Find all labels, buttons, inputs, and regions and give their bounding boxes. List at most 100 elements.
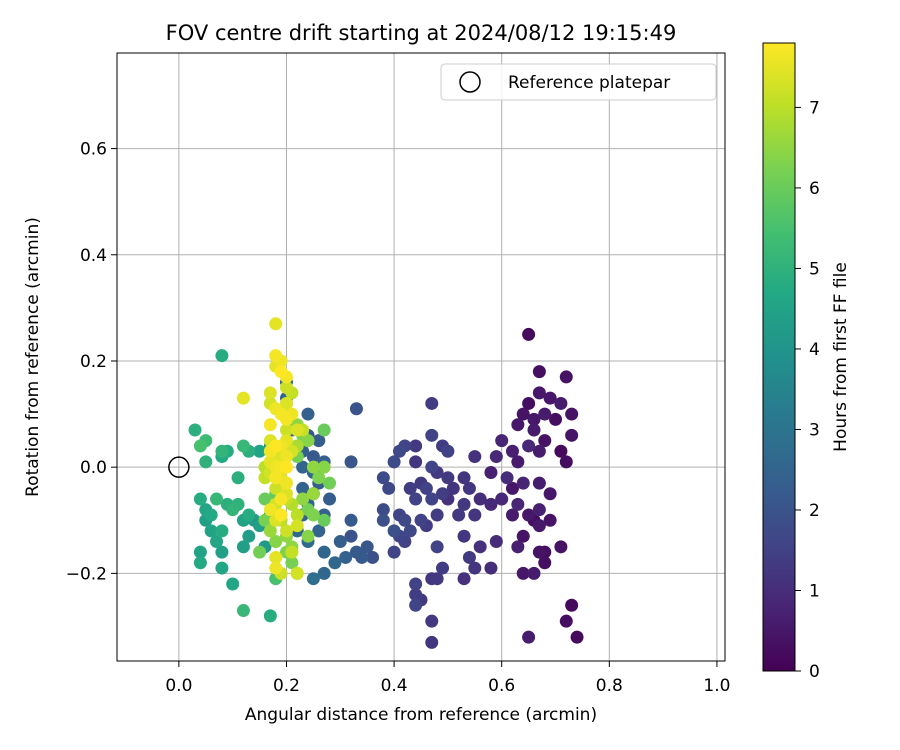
data-point [522, 630, 536, 644]
data-point [306, 572, 320, 586]
data-point [425, 614, 439, 628]
data-point [505, 481, 519, 495]
data-point [290, 508, 304, 522]
data-point [333, 535, 347, 549]
data-point [376, 513, 390, 527]
data-point [188, 423, 202, 437]
data-point [543, 513, 557, 527]
data-point [306, 450, 320, 464]
data-point [253, 545, 267, 559]
data-point [242, 508, 256, 522]
data-point [290, 423, 304, 437]
data-point [473, 540, 487, 554]
colorbar-tick-label: 0 [809, 662, 820, 682]
data-point [269, 535, 283, 549]
data-point [430, 540, 444, 554]
chart-title: FOV centre drift starting at 2024/08/12 … [166, 21, 677, 45]
data-point [231, 471, 245, 485]
data-point [301, 434, 315, 448]
y-tick-label: 0.2 [80, 352, 107, 372]
data-point [312, 434, 326, 448]
data-point [317, 566, 331, 580]
data-point [532, 365, 546, 379]
data-point [193, 545, 207, 559]
data-point [543, 487, 557, 501]
data-point [425, 635, 439, 649]
colorbar-tick-label: 2 [809, 501, 820, 521]
data-point [215, 545, 229, 559]
data-point [516, 476, 530, 490]
data-point [258, 513, 272, 527]
data-point [344, 455, 358, 469]
data-point [425, 428, 439, 442]
y-axis-ticks: −0.2 0.0 0.2 0.4 0.6 [66, 140, 117, 584]
colorbar [762, 42, 796, 672]
data-point [253, 444, 267, 458]
data-point [559, 614, 573, 628]
x-tick-label: 1.0 [703, 676, 730, 696]
data-point [279, 381, 293, 395]
data-point [263, 418, 277, 432]
data-point [468, 561, 482, 575]
data-point [306, 460, 320, 474]
data-point [376, 503, 390, 517]
data-point [274, 508, 288, 522]
data-point [279, 476, 293, 490]
data-point [565, 407, 579, 421]
data-point [522, 439, 536, 453]
data-point [387, 455, 401, 469]
data-point [279, 423, 293, 437]
data-point [522, 508, 536, 522]
data-point [236, 391, 250, 405]
data-point [193, 439, 207, 453]
data-point [532, 476, 546, 490]
data-point [312, 471, 326, 485]
data-point [473, 492, 487, 506]
colorbar-label: Hours from first FF file [831, 262, 851, 452]
data-point [242, 529, 256, 543]
data-point [323, 476, 337, 490]
data-point [409, 588, 423, 602]
data-point [392, 444, 406, 458]
legend-entry: Reference platepar [508, 73, 670, 93]
data-point [344, 529, 358, 543]
data-point [522, 327, 536, 341]
data-point [527, 423, 541, 437]
data-point [516, 566, 530, 580]
grid [117, 53, 725, 661]
data-point [532, 503, 546, 517]
data-points [188, 317, 584, 649]
data-point [409, 455, 423, 469]
data-point [403, 481, 417, 495]
data-point [484, 561, 498, 575]
data-point [403, 524, 417, 538]
y-tick-label: 0.4 [80, 246, 107, 266]
data-point [344, 513, 358, 527]
data-point [398, 513, 412, 527]
data-point [462, 550, 476, 564]
data-point [279, 460, 293, 474]
data-point [419, 481, 433, 495]
y-tick-label: 0.0 [80, 458, 107, 478]
data-point [505, 508, 519, 522]
data-point [296, 492, 310, 506]
data-point [199, 455, 213, 469]
data-point [366, 550, 380, 564]
data-point [457, 529, 471, 543]
legend-marker [459, 71, 481, 93]
data-point [500, 471, 514, 485]
data-point [269, 349, 283, 363]
data-point [204, 508, 218, 522]
data-point [301, 407, 315, 421]
data-point [457, 497, 471, 511]
data-point [425, 492, 439, 506]
data-point [468, 508, 482, 522]
data-point [414, 513, 428, 527]
data-point [215, 444, 229, 458]
data-point [236, 604, 250, 618]
data-point [495, 434, 509, 448]
x-axis-label: Angular distance from reference (arcmin) [245, 705, 597, 725]
x-tick-label: 0.8 [596, 676, 623, 696]
data-point [301, 529, 315, 543]
